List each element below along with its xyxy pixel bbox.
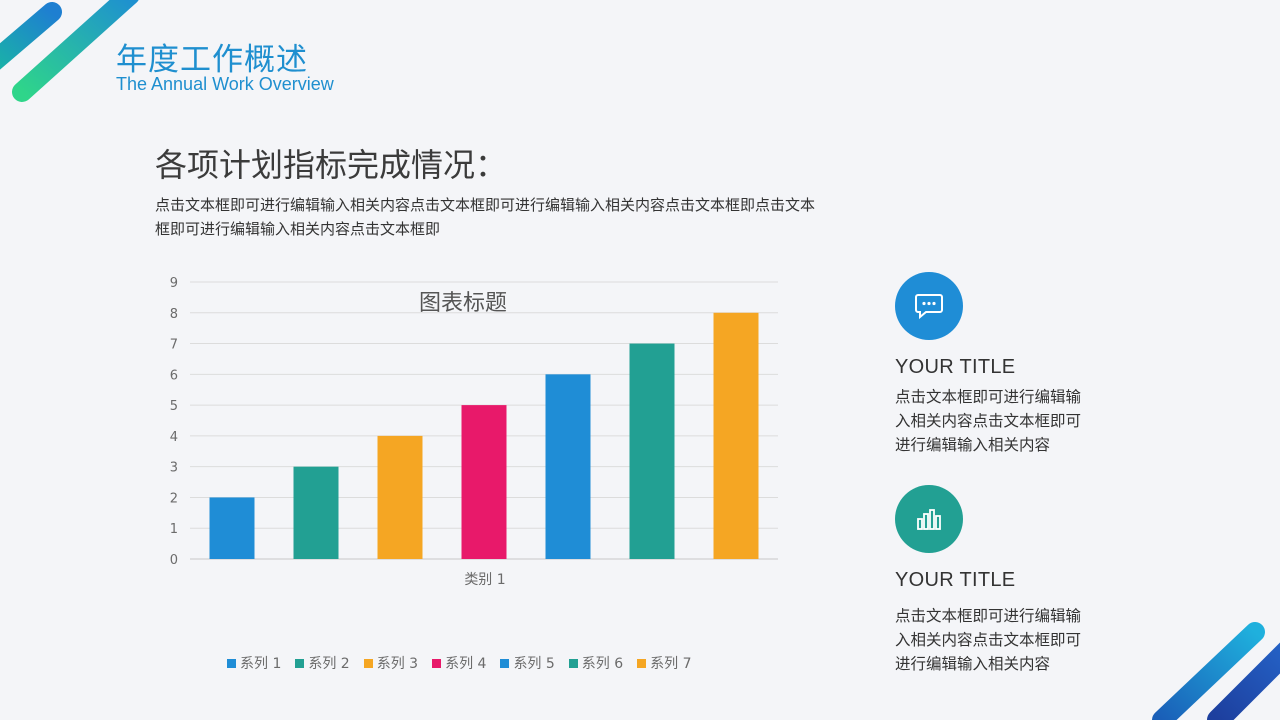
section-heading: 各项计划指标完成情况： <box>155 146 508 184</box>
legend-item: 系列 7 <box>637 653 692 673</box>
corner-stripes-bottom-right <box>1152 622 1280 720</box>
legend-swatch <box>295 658 305 668</box>
chat-bubble-icon <box>895 272 963 340</box>
legend-label: 系列 6 <box>581 656 624 672</box>
legend-swatch <box>568 658 578 668</box>
info-card-2: YOUR TITLE 点击文本框即可进行编辑输入相关内容点击文本框即可进行编辑输… <box>895 485 1145 676</box>
bar-chart-icon <box>895 485 963 553</box>
bar-3 <box>377 435 423 559</box>
legend-label: 系列 2 <box>308 656 350 672</box>
legend-item: 系列 3 <box>363 653 419 673</box>
y-tick-label: 3 <box>170 461 178 476</box>
y-tick-label: 7 <box>170 338 178 353</box>
bar-4 <box>461 405 507 559</box>
y-tick-label: 8 <box>170 307 178 322</box>
card-text: 点击文本框即可进行编辑输入相关内容点击文本框即可进行编辑输入相关内容 <box>895 388 1082 454</box>
legend-item: 系列 6 <box>568 653 624 673</box>
page-subtitle: The Annual Work Overview <box>116 74 334 94</box>
y-tick-label: 9 <box>170 276 178 291</box>
bar-1 <box>209 497 255 559</box>
legend-swatch <box>432 658 442 668</box>
legend-label: 系列 7 <box>650 656 692 672</box>
legend-item: 系列 4 <box>432 653 486 673</box>
x-category-label: 类别 1 <box>464 572 505 588</box>
chart-legend: 系列 1 系列 2 系列 3 系列 4 系列 5 系列 6 系列 7 <box>227 653 692 673</box>
bar-7 <box>713 312 759 559</box>
legend-label: 系列 5 <box>513 656 555 672</box>
legend-swatch <box>637 658 647 668</box>
chart-title: 图表标题 <box>419 291 507 316</box>
y-tick-label: 4 <box>170 430 178 445</box>
legend-swatch <box>500 658 510 668</box>
legend-swatch <box>227 658 236 668</box>
bar-6 <box>629 343 675 559</box>
page-title: 年度工作概述 <box>116 42 308 78</box>
legend-item: 系列 2 <box>295 653 350 673</box>
legend-label: 系列 1 <box>240 656 282 672</box>
y-tick-label: 5 <box>170 399 178 414</box>
legend-item: 系列 1 <box>227 653 281 673</box>
y-tick-label: 1 <box>170 522 178 537</box>
legend-label: 系列 4 <box>445 656 487 672</box>
legend-item: 系列 5 <box>500 653 555 673</box>
bar-2 <box>293 466 339 559</box>
info-card-1: YOUR TITLE 点击文本框即可进行编辑输入相关内容点击文本框即可进行编辑输… <box>895 272 1145 457</box>
y-tick-label: 0 <box>170 553 178 568</box>
y-tick-label: 6 <box>170 368 178 383</box>
bar-5 <box>545 374 591 559</box>
section-body-text: 点击文本框即可进行编辑输入相关内容点击文本框即可进行编辑输入相关内容点击文本框即… <box>155 196 816 238</box>
legend-swatch <box>363 658 373 668</box>
card-title: YOUR TITLE <box>895 356 1016 378</box>
card-text: 点击文本框即可进行编辑输入相关内容点击文本框即可进行编辑输入相关内容 <box>895 607 1082 673</box>
legend-label: 系列 3 <box>376 656 419 672</box>
y-tick-label: 2 <box>170 491 178 506</box>
card-title: YOUR TITLE <box>895 569 1016 591</box>
